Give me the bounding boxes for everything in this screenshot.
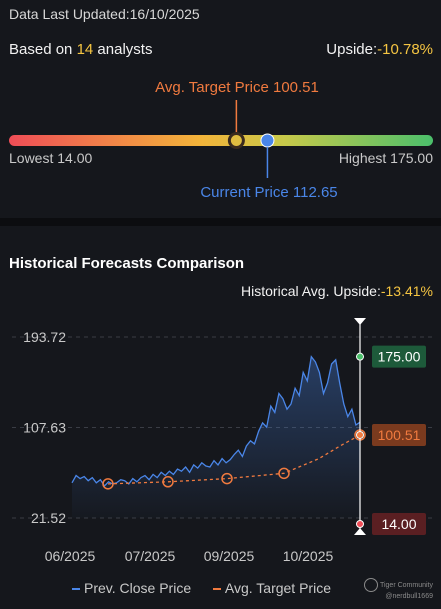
x-tick-label: 09/2025 [204,548,255,564]
watermark: Tiger Community @nerdbull1669 [363,578,433,602]
chart-legend: Prev. Close Price Avg. Target Price [72,580,331,596]
updated-date: 16/10/2025 [129,6,200,22]
watermark-brand: Tiger Community [379,581,433,589]
target-marker-dot [356,430,364,439]
history-upside-text: Historical Avg. Upside:-13.41% [241,283,433,299]
high-value-label: 175.00 [378,349,421,365]
high-marker-dot [356,352,364,361]
current-marker [260,133,275,148]
avg-target-point [278,467,290,480]
analyst-count: 14 [76,41,94,58]
data-updated-text: Data Last Updated:16/10/2025 [9,6,200,22]
analyst-count-text: Based on 14 analysts [9,41,152,58]
avg-target-line [107,434,361,485]
highest-label: Highest 175.00 [338,150,433,166]
section-divider [0,218,441,226]
gauge-bar [9,135,433,146]
updated-label: Data Last Updated: [9,6,130,22]
history-chart: 193.72 107.63 21.52 175.00 100.51 14.00 06/2… [12,318,435,564]
prev-close-area [72,356,360,518]
target-marker [227,132,245,149]
x-tick-label: 07/2025 [125,548,176,564]
legend-prev-close: Prev. Close Price [84,580,192,596]
y-tick-label: 193.72 [23,329,66,345]
target-value-box [372,423,426,446]
watermark-user: @nerdbull1669 [385,593,433,600]
upside-value: -10.78% [377,41,433,58]
avg-target-point [162,476,174,488]
avg-target-point [221,472,233,485]
crosshair-bottom-handle[interactable] [354,528,366,535]
y-tick-label: 107.63 [23,419,66,435]
based-suffix: analysts [93,41,153,58]
legend-avg-target-swatch [212,588,221,591]
y-tick-label: 21.52 [31,510,66,526]
prev-close-line [71,355,361,488]
current-price-label: Current Price 112.65 [200,184,337,201]
history-title: Historical Forecasts Comparison [9,255,245,272]
low-marker-dot [356,520,364,528]
history-upside-label: Historical Avg. Upside: [241,283,381,299]
avg-target-point [102,478,114,490]
lowest-label: Lowest 14.00 [9,150,93,166]
history-upside-value: -13.41% [380,283,433,299]
based-prefix: Based on [9,41,77,58]
low-value-label: 14.00 [381,516,416,532]
upside-label: Upside: [326,41,378,58]
legend-prev-close-swatch [72,588,80,591]
price-range-gauge: Avg. Target Price 100.51 Current Price 1… [9,79,433,201]
target-value-label: 100.51 [378,427,421,443]
x-tick-label: 10/2025 [283,548,334,564]
x-tick-label: 06/2025 [45,548,96,564]
legend-avg-target: Avg. Target Price [224,580,331,596]
crosshair-top-handle[interactable] [354,318,366,325]
tiger-logo-icon [363,578,378,592]
high-value-box [372,345,426,368]
low-value-box [372,513,426,535]
avg-target-label: Avg. Target Price 100.51 [155,79,319,96]
upside-text: Upside:-10.78% [326,41,433,58]
